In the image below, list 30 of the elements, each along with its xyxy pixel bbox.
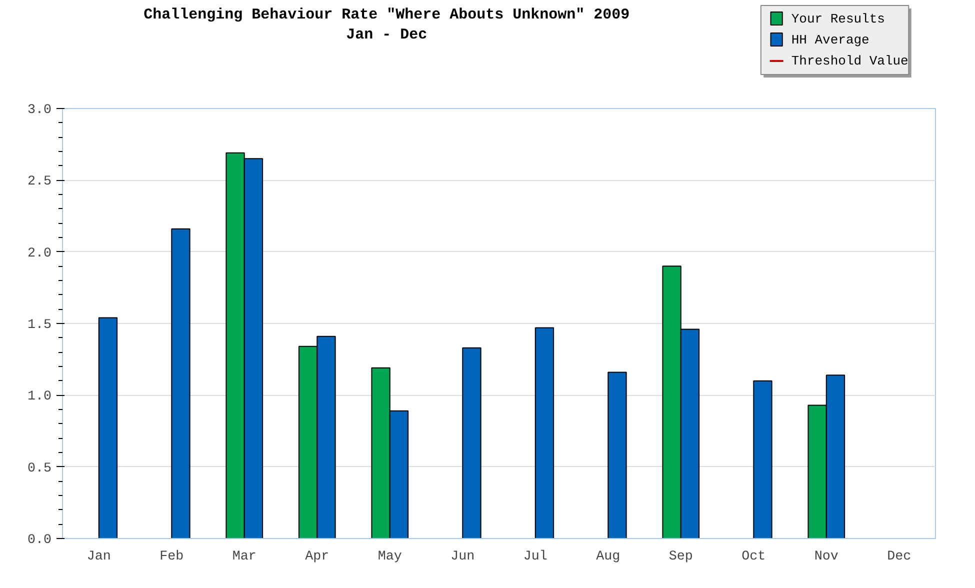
y-tick-label: 0.5 [28,461,52,476]
bar [608,372,627,538]
x-tick-label: Jun [450,550,475,564]
x-tick-label: Apr [305,550,330,564]
x-tick-label: Oct [742,550,766,564]
bar [171,228,190,538]
chart-subtitle: Jan - Dec [346,26,428,44]
x-tick-label: Dec [887,550,912,564]
legend-label: HH Average [791,32,870,48]
x-tick-label: Nov [814,550,838,564]
y-tick-label: 1.5 [28,318,52,333]
x-tick-label: Jan [86,550,111,564]
y-tick-label: 0.0 [28,533,52,548]
legend-label: Threshold Value [791,54,908,68]
y-tick-label: 1.0 [28,390,52,405]
bar [753,380,772,538]
legend-label: Your Results [791,12,885,26]
x-tick-label: Jul [523,550,548,564]
x-tick-label: Feb [160,550,184,564]
y-tick-label: 3.0 [28,103,52,118]
y-tick-label: 2.0 [28,246,52,262]
bar [98,317,118,538]
y-tick-label: 2.5 [28,174,52,190]
bar [534,327,554,538]
x-tick-label: Aug [596,550,620,564]
chart-title: Challenging Behaviour Rate "Where Abouts Unknown" 2009 [144,6,630,24]
x-tick-label: Sep [668,550,693,564]
x-tick-label: Mar [232,550,256,564]
bar [462,347,482,538]
x-tick-label: May [378,550,402,564]
